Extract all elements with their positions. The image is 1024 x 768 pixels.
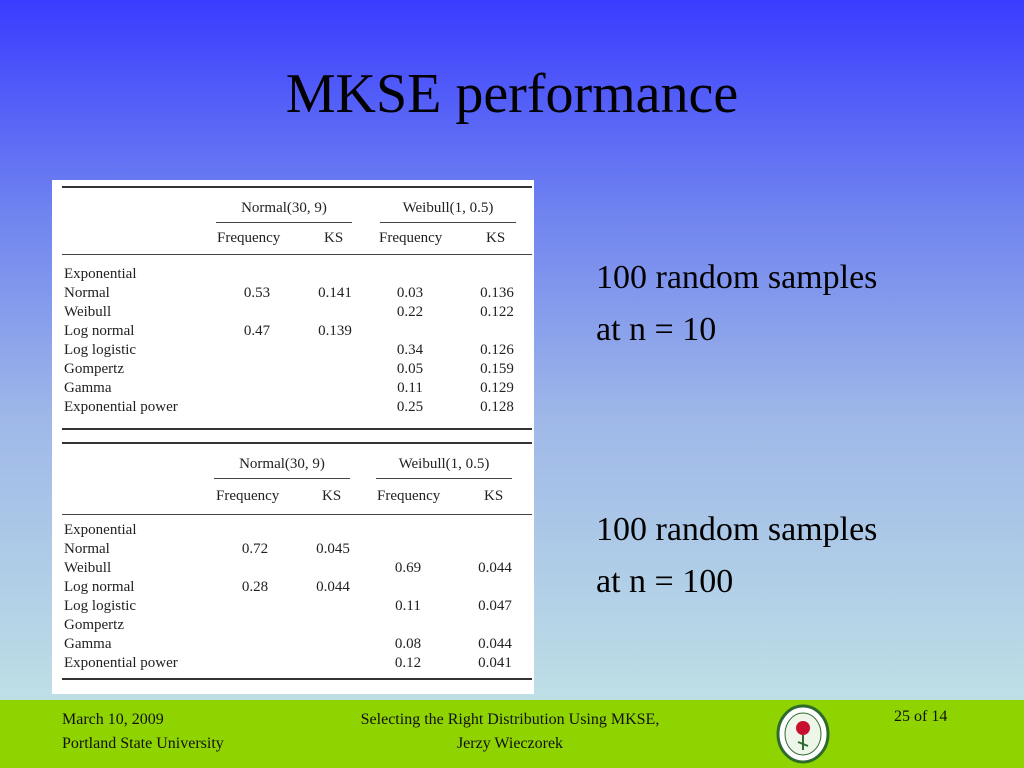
col-header-frequency: Frequency	[217, 230, 281, 246]
table-cell: 0.136	[480, 285, 514, 301]
row-label: Normal	[64, 541, 110, 557]
table-row: Gamma 0.11 0.129	[62, 380, 532, 399]
row-label: Weibull	[64, 560, 112, 576]
table-cell: 0.47	[243, 323, 271, 339]
table-cell: 0.129	[480, 380, 514, 396]
footer-org: Portland State University	[62, 735, 224, 752]
col-header-ks: KS	[322, 488, 342, 504]
table-cell: 0.045	[316, 541, 350, 557]
table-cell: 0.08	[394, 636, 422, 652]
caption-n100: 100 random samples at n = 100	[596, 504, 877, 608]
table-cell: 0.11	[395, 598, 421, 614]
group-header-normal: Normal(30, 9)	[214, 456, 350, 479]
table-cell: 0.72	[241, 541, 269, 557]
table-cell: 0.69	[394, 560, 422, 576]
caption-line: 100 random samples	[596, 511, 878, 548]
col-header-ks: KS	[486, 230, 506, 246]
row-label: Gompertz	[64, 617, 124, 633]
table-cell: 0.044	[316, 579, 350, 595]
table-row: Normal 0.72 0.045	[62, 541, 532, 560]
table-cell: 0.53	[243, 285, 271, 301]
footer-author: Jerzy Wieczorek	[456, 735, 564, 752]
table-cell: 0.34	[396, 342, 424, 358]
table-cell: 0.044	[478, 636, 512, 652]
slide-title: MKSE performance	[285, 63, 739, 125]
table-row: Exponential power 0.12 0.041	[62, 655, 532, 674]
caption-line: 100 random samples	[596, 259, 878, 296]
table-cell: 0.122	[480, 304, 514, 320]
row-label: Gompertz	[64, 361, 124, 377]
table-cell: 0.141	[318, 285, 352, 301]
results-table-image: Normal(30, 9) Weibull(1, 0.5) Frequency …	[52, 180, 534, 694]
table-row: Exponential	[62, 266, 532, 285]
row-label: Exponential power	[64, 399, 178, 415]
row-label: Exponential power	[64, 655, 178, 671]
row-label: Log normal	[64, 579, 135, 595]
col-header-frequency: Frequency	[216, 488, 280, 504]
row-label: Exponential	[64, 266, 137, 282]
footer-date: March 10, 2009	[62, 711, 164, 728]
col-header-ks: KS	[484, 488, 504, 504]
table-cell: 0.128	[480, 399, 514, 415]
page-number: 25 of 14	[894, 708, 948, 725]
table-n100: Normal(30, 9) Weibull(1, 0.5) Frequency …	[62, 438, 532, 688]
caption-line: at n = 10	[596, 311, 717, 348]
table-row: Gompertz	[62, 617, 532, 636]
table-cell: 0.047	[478, 598, 512, 614]
col-header-frequency: Frequency	[377, 488, 441, 504]
row-label: Log logistic	[64, 342, 137, 358]
table-row: Weibull 0.22 0.122	[62, 304, 532, 323]
university-seal-icon	[776, 704, 830, 764]
table-cell: 0.25	[396, 399, 424, 415]
caption-n10: 100 random samples at n = 10	[596, 252, 877, 356]
group-label: Normal(30, 9)	[241, 200, 327, 216]
row-label: Normal	[64, 285, 110, 301]
table-cell: 0.22	[396, 304, 424, 320]
footer-center: Selecting the Right Distribution Using M…	[320, 708, 700, 756]
table-cell: 0.12	[394, 655, 422, 671]
caption-line: at n = 100	[596, 563, 734, 600]
table-row: Gompertz 0.05 0.159	[62, 361, 532, 380]
table-cell: 0.03	[396, 285, 424, 301]
table-cell: 0.126	[480, 342, 514, 358]
table-row: Weibull 0.69 0.044	[62, 560, 532, 579]
table-row: Gamma 0.08 0.044	[62, 636, 532, 655]
group-label: Normal(30, 9)	[239, 456, 325, 472]
group-label: Weibull(1, 0.5)	[402, 200, 494, 216]
row-label: Log normal	[64, 323, 135, 339]
slide-footer: March 10, 2009 Portland State University…	[0, 700, 1024, 768]
table-row: Exponential power 0.25 0.128	[62, 399, 532, 418]
table-row: Log logistic 0.11 0.047	[62, 598, 532, 617]
row-label: Gamma	[64, 636, 112, 652]
table-row: Log normal 0.28 0.044	[62, 579, 532, 598]
row-label: Weibull	[64, 304, 112, 320]
table-row: Log normal 0.47 0.139	[62, 323, 532, 342]
table-row: Log logistic 0.34 0.126	[62, 342, 532, 361]
table-cell: 0.159	[480, 361, 514, 377]
table-cell: 0.28	[241, 579, 269, 595]
group-header-weibull: Weibull(1, 0.5)	[376, 456, 512, 479]
footer-talk-title: Selecting the Right Distribution Using M…	[360, 711, 660, 728]
group-label: Weibull(1, 0.5)	[398, 456, 490, 472]
table-n10: Normal(30, 9) Weibull(1, 0.5) Frequency …	[62, 180, 532, 442]
col-header-frequency: Frequency	[379, 230, 443, 246]
row-label: Log logistic	[64, 598, 137, 614]
group-header-normal: Normal(30, 9)	[216, 200, 352, 223]
footer-left: March 10, 2009 Portland State University	[62, 708, 224, 756]
table-row: Exponential	[62, 522, 532, 541]
table-cell: 0.041	[478, 655, 512, 671]
group-header-weibull: Weibull(1, 0.5)	[380, 200, 516, 223]
table-cell: 0.05	[396, 361, 424, 377]
table-cell: 0.139	[318, 323, 352, 339]
slide-body: MKSE performance Normal(30, 9) Weibull(1…	[0, 0, 1024, 700]
col-header-ks: KS	[324, 230, 344, 246]
table-cell: 0.044	[478, 560, 512, 576]
table-cell: 0.11	[397, 380, 423, 396]
table-row: Normal 0.53 0.141 0.03 0.136	[62, 285, 532, 304]
row-label: Exponential	[64, 522, 137, 538]
row-label: Gamma	[64, 380, 112, 396]
